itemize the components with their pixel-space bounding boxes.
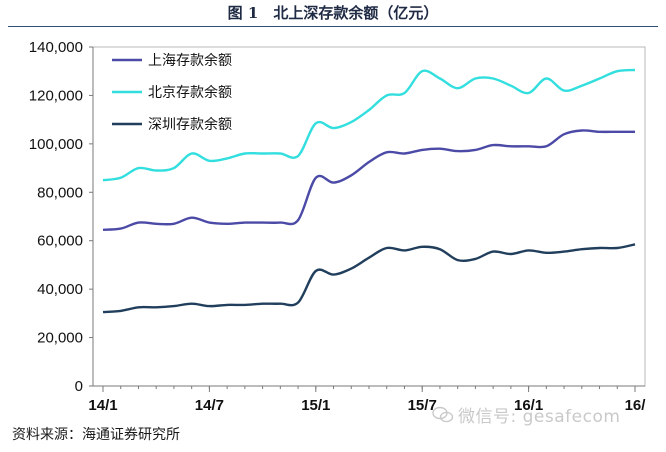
- x-tick-label: 14/1: [88, 397, 117, 414]
- y-tick-label: 80,000: [37, 184, 83, 201]
- title-rule: [8, 26, 658, 27]
- y-tick-label: 120,000: [29, 87, 83, 104]
- y-tick-label: 20,000: [37, 330, 83, 347]
- watermark-text: 微信号: gesafecom: [458, 407, 621, 427]
- y-tick-label: 0: [75, 378, 83, 395]
- legend-label-0: 上海存款余额: [148, 52, 232, 68]
- x-tick-label: 15/1: [301, 397, 330, 414]
- x-tick-label: 15/7: [408, 397, 437, 414]
- series-line-0: [102, 129, 636, 231]
- y-tick-label: 100,000: [29, 136, 83, 153]
- series-line-2: [102, 243, 636, 314]
- legend-label-1: 北京存款余额: [148, 84, 232, 100]
- wechat-icon: [432, 406, 454, 429]
- x-tick-label: 14/7: [195, 397, 224, 414]
- chart-title: 图 1 北上深存款余额（亿元）: [227, 4, 439, 22]
- y-tick-label: 60,000: [37, 233, 83, 250]
- source-note: 资料来源：海通证券研究所: [12, 427, 180, 443]
- y-tick-label: 40,000: [37, 281, 83, 298]
- series-line-1: [102, 68, 636, 182]
- x-tick-label: 16/1: [514, 397, 543, 414]
- legend-label-2: 深圳存款余额: [148, 116, 232, 132]
- y-tick-label: 140,000: [29, 39, 83, 56]
- watermark: 微信号: gesafecom: [432, 402, 620, 429]
- x-tick-label: 16/: [625, 397, 647, 414]
